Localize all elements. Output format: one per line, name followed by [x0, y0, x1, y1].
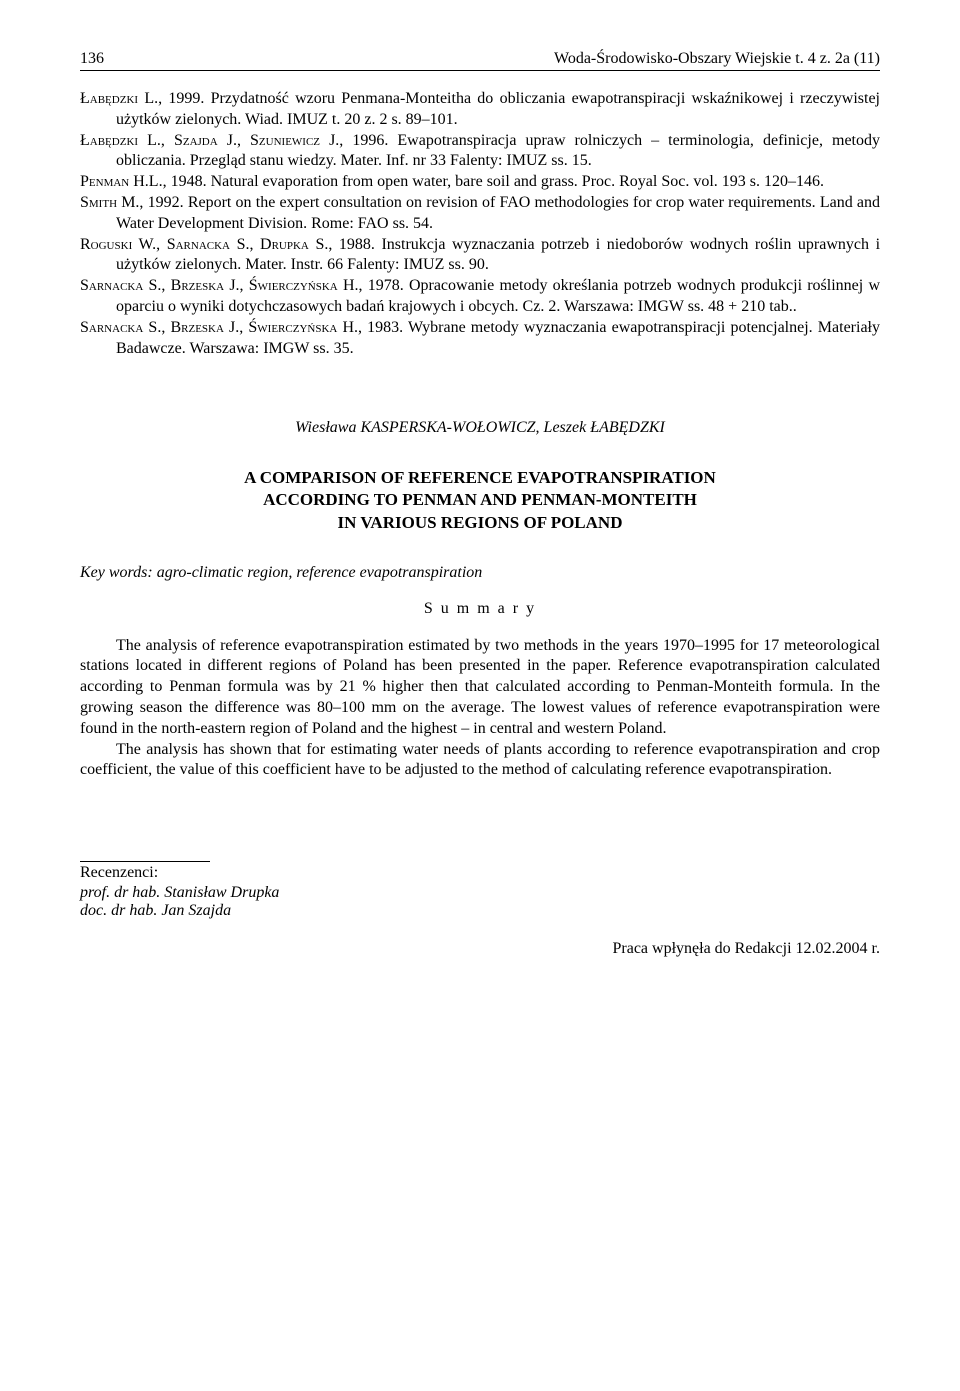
reviewer-name: doc. dr hab. Jan Szajda: [80, 902, 880, 920]
summary-paragraph: The analysis of reference evapotranspira…: [80, 636, 880, 740]
page-number: 136: [80, 50, 104, 68]
keywords-label: Key words:: [80, 564, 153, 581]
reference-entry: Smith M., 1992. Report on the expert con…: [80, 193, 880, 235]
article-title: A COMPARISON OF REFERENCE EVAPOTRANSPIRA…: [80, 467, 880, 533]
title-line: ACCORDING TO PENMAN AND PENMAN-MONTEITH: [80, 489, 880, 511]
reviewers-label: Recenzenci:: [80, 861, 210, 882]
summary-paragraph: The analysis has shown that for estimati…: [80, 740, 880, 782]
reference-entry: Łabędzki L., Szajda J., Szuniewicz J., 1…: [80, 131, 880, 173]
reference-entry: Roguski W., Sarnacka S., Drupka S., 1988…: [80, 235, 880, 277]
keywords-line: Key words: agro-climatic region, referen…: [80, 564, 880, 582]
keywords-text: agro-climatic region, reference evapotra…: [153, 564, 483, 581]
reference-entry: Penman H.L., 1948. Natural evaporation f…: [80, 172, 880, 193]
running-header: 136 Woda-Środowisko-Obszary Wiejskie t. …: [80, 50, 880, 71]
article-authors: Wiesława KASPERSKA-WOŁOWICZ, Leszek ŁABĘ…: [80, 419, 880, 437]
references-list: Łabędzki L., 1999. Przydatność wzoru Pen…: [80, 89, 880, 359]
running-title: Woda-Środowisko-Obszary Wiejskie t. 4 z.…: [554, 50, 880, 68]
reviewer-name: prof. dr hab. Stanisław Drupka: [80, 884, 880, 902]
summary-body: The analysis of reference evapotranspira…: [80, 636, 880, 782]
reference-entry: Sarnacka S., Brzeska J., Świerczyńska H.…: [80, 318, 880, 360]
title-line: A COMPARISON OF REFERENCE EVAPOTRANSPIRA…: [80, 467, 880, 489]
reference-entry: Sarnacka S., Brzeska J., Świerczyńska H.…: [80, 276, 880, 318]
footer-block: Recenzenci: prof. dr hab. Stanisław Drup…: [80, 861, 880, 920]
title-line: IN VARIOUS REGIONS OF POLAND: [80, 512, 880, 534]
reference-entry: Łabędzki L., 1999. Przydatność wzoru Pen…: [80, 89, 880, 131]
submission-date: Praca wpłynęła do Redakcji 12.02.2004 r.: [80, 940, 880, 958]
summary-heading: S u m m a r y: [80, 600, 880, 618]
